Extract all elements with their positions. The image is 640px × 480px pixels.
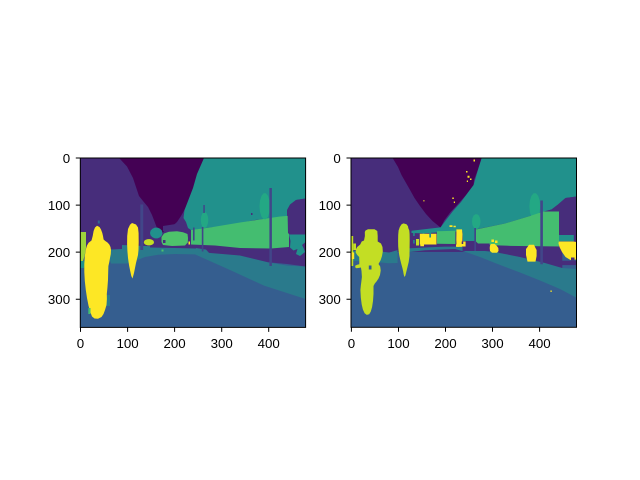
svg-text:100: 100: [387, 336, 409, 351]
svg-text:100: 100: [319, 198, 341, 213]
svg-text:300: 300: [48, 292, 70, 307]
svg-text:300: 300: [211, 336, 233, 351]
svg-text:300: 300: [481, 336, 503, 351]
svg-text:400: 400: [529, 336, 551, 351]
svg-text:200: 200: [434, 336, 456, 351]
svg-text:400: 400: [258, 336, 280, 351]
svg-text:100: 100: [117, 336, 139, 351]
svg-text:300: 300: [319, 292, 341, 307]
svg-text:0: 0: [333, 151, 340, 166]
svg-text:0: 0: [63, 151, 70, 166]
svg-text:0: 0: [348, 336, 355, 351]
svg-text:200: 200: [319, 245, 341, 260]
svg-text:0: 0: [77, 336, 84, 351]
svg-text:100: 100: [48, 198, 70, 213]
svg-text:200: 200: [164, 336, 186, 351]
svg-text:200: 200: [48, 245, 70, 260]
